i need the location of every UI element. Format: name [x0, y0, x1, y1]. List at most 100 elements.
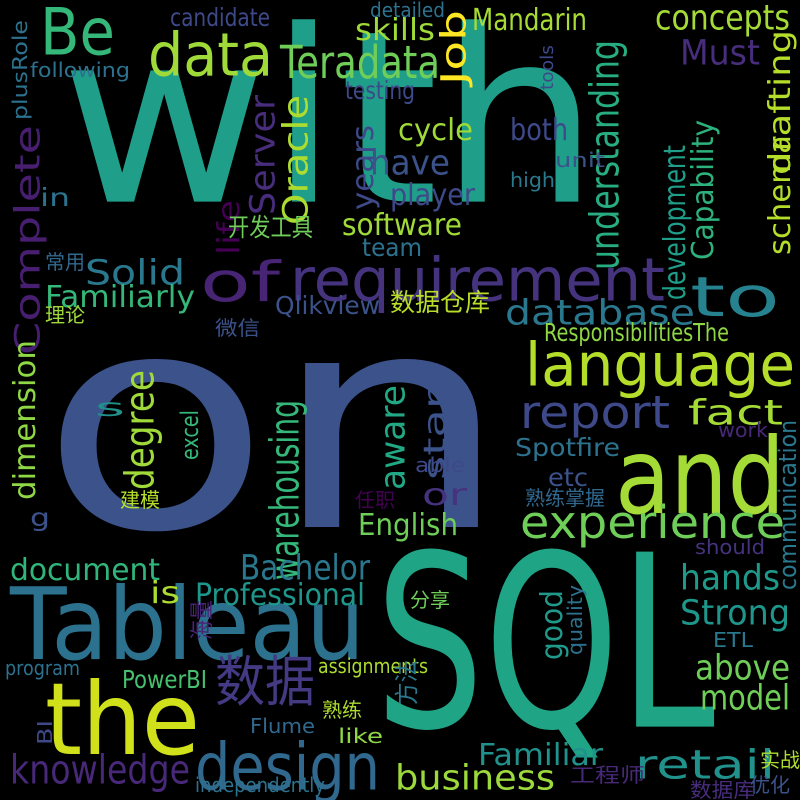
word-常用: 常用	[45, 250, 85, 274]
word-familiar: Familiar	[478, 737, 603, 773]
word-solid: Solid	[85, 251, 185, 293]
word-both: both	[510, 112, 568, 148]
word-like: like	[338, 724, 383, 748]
word-must: Must	[680, 31, 760, 73]
word-tableau: Tableau	[10, 566, 365, 683]
word-sql: SQL	[375, 503, 715, 785]
word-concepts: concepts	[655, 0, 790, 38]
word-unit: unit	[555, 148, 605, 172]
word-实战: 实战	[760, 748, 800, 772]
word-complete: Complete	[6, 125, 48, 356]
word-plusrole: plusRole	[8, 20, 32, 121]
word-etl: ETL	[713, 628, 753, 652]
word-in: in	[40, 182, 70, 212]
word-or: or	[422, 477, 467, 513]
word-hands: hands	[680, 556, 780, 598]
word-分享: 分享	[410, 588, 450, 612]
word-flume: Flume	[250, 714, 315, 738]
word-familiarly: Familiarly	[45, 279, 195, 315]
word-excel: excel	[175, 410, 204, 460]
word-cycle: cycle	[398, 112, 473, 148]
word-s: s	[95, 392, 125, 422]
word-experience: experience	[520, 495, 785, 549]
word-优化: 优化	[750, 773, 790, 797]
word-quality: quality	[563, 585, 587, 655]
word-independently: independently	[195, 773, 325, 797]
word-server: Server	[241, 95, 283, 215]
word-工程师: 工程师	[570, 763, 645, 787]
word-have: have	[370, 141, 450, 183]
word-建模: 建模	[120, 488, 160, 512]
word-able: able	[415, 453, 465, 477]
word-on: on	[40, 248, 510, 599]
word-数据库: 数据库	[690, 778, 755, 800]
word-and: and	[615, 415, 785, 539]
word-knowledge: knowledge	[10, 746, 190, 794]
word-high: high	[510, 168, 555, 192]
word-candidate: candidate	[170, 2, 270, 32]
word-retail: retail	[635, 741, 775, 789]
word-program: program	[5, 656, 80, 680]
word-language: language	[525, 329, 795, 400]
word-professional: Professional	[195, 577, 365, 613]
word-数据: 数据	[215, 650, 315, 715]
word-etc: etc	[548, 462, 588, 492]
word-responsibilitiesthe: ResponsibilitiesThe	[544, 317, 729, 347]
word-任职: 任职	[355, 488, 395, 512]
word-report: report	[520, 385, 670, 439]
word-aware: aware	[371, 385, 413, 490]
word-dimension: dimension	[7, 340, 43, 500]
word-schema: schema	[762, 135, 798, 255]
word-english: English	[358, 507, 458, 543]
word-bachelor: Bachelor	[240, 546, 370, 588]
word-document: document	[10, 552, 160, 588]
word-to: to	[690, 265, 780, 330]
word-is: is	[150, 575, 180, 611]
word-degree: degree	[116, 370, 164, 490]
word-the: the	[45, 661, 200, 778]
word-spotfire: Spotfire	[515, 432, 620, 462]
word-bi: BI	[33, 720, 57, 745]
word-qlikview: Qlikview	[275, 290, 380, 320]
word-requirement: requirement	[290, 244, 665, 315]
word-above: above	[695, 646, 790, 688]
word-database: database	[505, 291, 695, 333]
word-business: business	[395, 756, 555, 798]
word-data: data	[148, 19, 273, 90]
word-熟练掌握: 熟练掌握	[525, 486, 605, 510]
word-strong: Strong	[680, 591, 790, 633]
word-following: following	[30, 58, 130, 82]
word-team: team	[362, 232, 422, 262]
word-tools: tools	[536, 45, 558, 90]
word-testing: testing	[345, 75, 415, 105]
word-oracle: Oracle	[274, 95, 316, 225]
word-detailed: detailed	[370, 0, 445, 22]
word-be: Be	[40, 0, 115, 71]
word-微信: 微信	[215, 316, 260, 340]
word-方法: 方法	[392, 660, 421, 705]
word-g: g	[30, 502, 50, 532]
word-software: software	[342, 207, 462, 243]
word-powerbi: PowerBI	[122, 664, 207, 694]
word-communication: communication	[773, 420, 800, 590]
word-熟练: 熟练	[322, 698, 362, 722]
word-数据仓库: 数据仓库	[390, 287, 490, 317]
word-work: work	[718, 418, 768, 442]
word-player: player	[390, 177, 475, 213]
word-should: should	[695, 535, 765, 559]
word-capability: Capability	[685, 120, 721, 260]
word-with: with	[60, 0, 600, 260]
word-mandarin: Mandarin	[472, 2, 587, 38]
word-skills: skills	[355, 12, 435, 48]
word-fact: fact	[688, 391, 783, 433]
word-development: development	[657, 145, 693, 300]
word-assignments: assignments	[318, 654, 428, 678]
word-design: design	[195, 729, 380, 800]
word-海量: 海量	[187, 600, 216, 640]
word-of: of	[200, 250, 280, 315]
word-teradata: Teradata	[280, 35, 440, 89]
word-model: model	[700, 676, 790, 718]
word-开发工具: 开发工具	[228, 212, 313, 242]
word-理论: 理论	[45, 303, 85, 327]
